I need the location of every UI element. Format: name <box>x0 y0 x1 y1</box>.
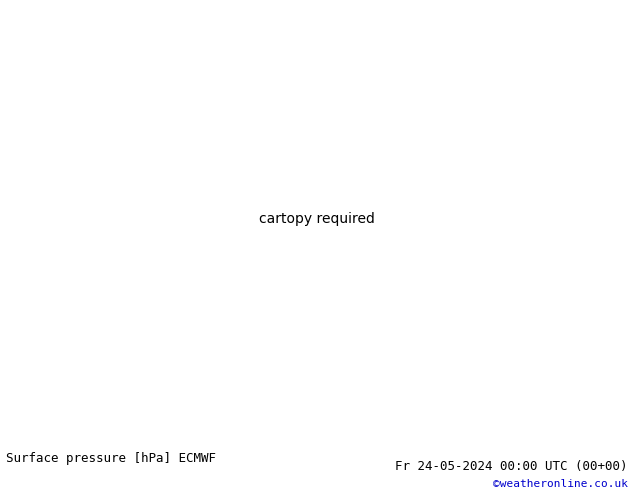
Text: Fr 24-05-2024 00:00 UTC (00+00): Fr 24-05-2024 00:00 UTC (00+00) <box>395 461 628 473</box>
Text: Surface pressure [hPa] ECMWF: Surface pressure [hPa] ECMWF <box>6 452 216 465</box>
Text: cartopy required: cartopy required <box>259 212 375 226</box>
Text: ©weatheronline.co.uk: ©weatheronline.co.uk <box>493 479 628 489</box>
